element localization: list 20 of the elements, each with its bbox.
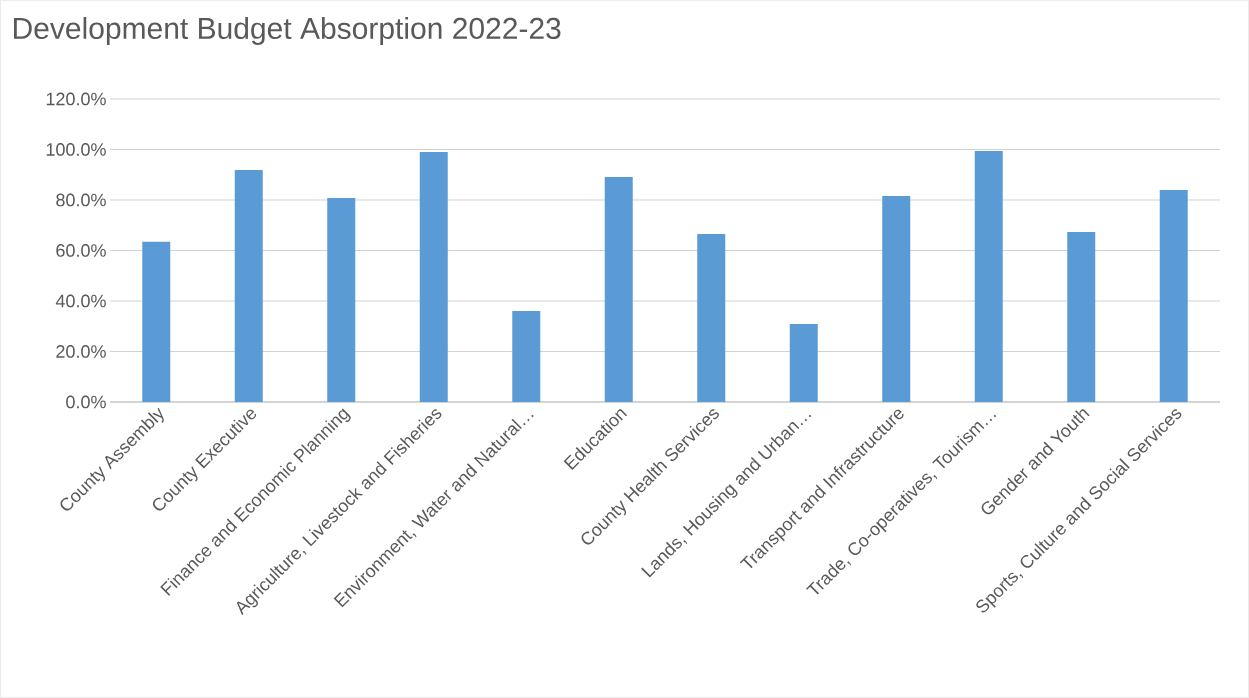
bar bbox=[604, 177, 633, 402]
bar bbox=[974, 151, 1003, 402]
y-tick-label: 100.0% bbox=[46, 143, 106, 156]
bar bbox=[142, 241, 171, 402]
bar bbox=[789, 323, 818, 402]
bar bbox=[512, 311, 541, 402]
bar bbox=[882, 195, 911, 402]
bar bbox=[1159, 189, 1188, 402]
y-tick-label: 40.0% bbox=[55, 294, 106, 308]
bar bbox=[697, 234, 726, 402]
y-tick-label: 120.0% bbox=[46, 92, 106, 106]
y-tick-label: 20.0% bbox=[56, 345, 106, 358]
bar bbox=[327, 197, 356, 402]
bar bbox=[1067, 232, 1096, 402]
bar bbox=[419, 152, 448, 402]
y-tick-label: 0.0% bbox=[66, 395, 106, 409]
bar bbox=[234, 169, 263, 402]
chart-title: Development Budget Absorption 2022-23 bbox=[14, 17, 561, 45]
y-tick-label: 60.0% bbox=[56, 244, 106, 257]
y-tick-label: 80.0% bbox=[56, 193, 106, 207]
